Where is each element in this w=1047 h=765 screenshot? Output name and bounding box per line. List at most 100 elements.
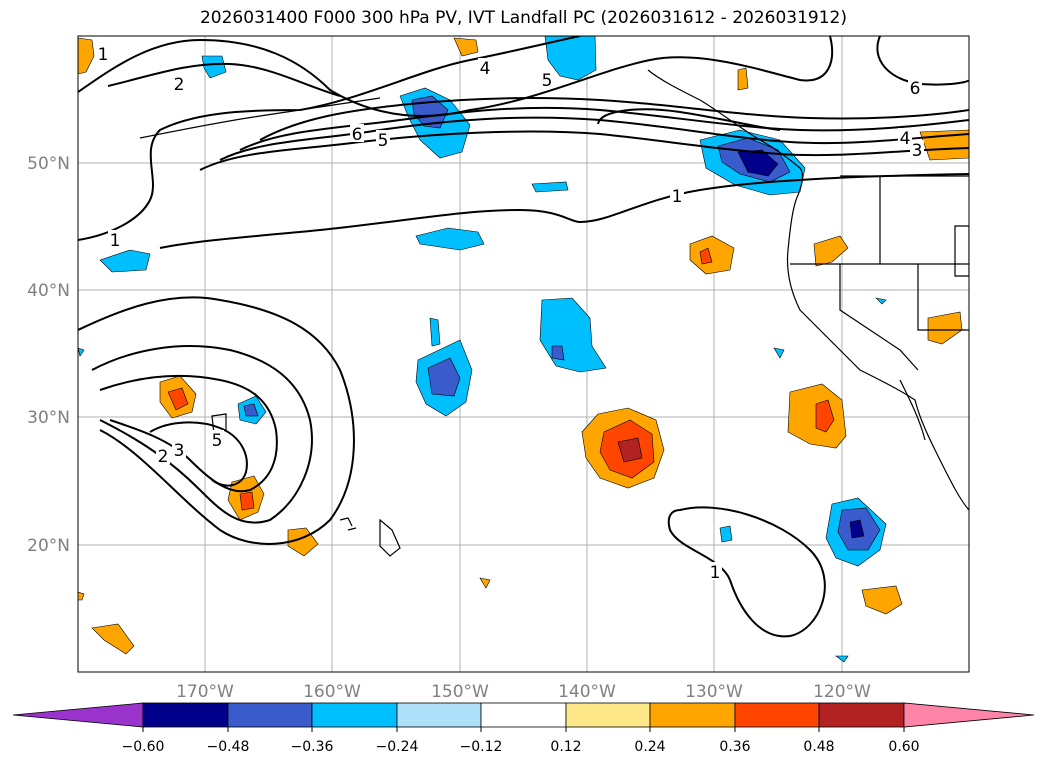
colorbar-swatch — [227, 702, 313, 728]
colorbar-swatch — [480, 702, 567, 728]
state-border — [839, 264, 919, 371]
latitude-labels: 20°N 30°N 40°N 50°N — [27, 154, 70, 556]
pv-anomaly-positive — [91, 623, 135, 655]
contour-label: 3 — [174, 441, 185, 461]
colorbar-swatch — [142, 702, 229, 728]
lake-outline — [954, 225, 969, 277]
state-border — [917, 264, 969, 331]
ivt-contour-inner — [597, 108, 781, 131]
pv-anomaly-negative — [875, 297, 887, 305]
ivt-contour-south-5 — [149, 421, 248, 487]
lon-label-170w: 170°W — [176, 682, 234, 702]
pv-anomaly-negative — [99, 249, 151, 273]
pv-anomaly-positive — [239, 491, 255, 511]
colorbar-swatch — [818, 702, 905, 728]
ivt-contour-1b — [159, 173, 969, 249]
pv-anomaly-positive — [699, 247, 713, 265]
colorbar-swatch — [396, 702, 482, 728]
colorbar-tick-label: 0.36 — [719, 739, 750, 755]
pv-anomaly-negative — [429, 317, 441, 347]
pv-anomaly-positive — [861, 585, 903, 615]
contour-label: 3 — [912, 141, 923, 161]
pv-anomaly-positive — [167, 387, 189, 411]
colorbar-swatch — [311, 702, 398, 728]
small-island — [347, 527, 357, 531]
ivt-contour-south-2 — [91, 345, 313, 524]
lat-label-30n: 30°N — [27, 408, 70, 428]
coastlines — [139, 69, 969, 557]
colorbar-tick-label: −0.60 — [122, 739, 165, 755]
colorbar-tick-label: −0.36 — [291, 739, 334, 755]
pv-anomaly-negative — [201, 55, 227, 79]
pv-anomaly-positive — [617, 437, 643, 463]
pv-anomaly-positive — [453, 37, 479, 57]
ivt-contour-south-1 — [78, 296, 355, 545]
colorbar-swatch — [734, 702, 820, 728]
ivt-contours — [78, 36, 969, 638]
lon-label-120w: 120°W — [813, 682, 871, 702]
colorbar-tick-labels: −0.60 −0.48 −0.36 −0.24 −0.12 0.12 0.24 … — [122, 739, 920, 755]
colorbar-tick-label: −0.24 — [376, 739, 419, 755]
contour-label: 4 — [480, 59, 491, 79]
lon-label-160w: 160°W — [303, 682, 361, 702]
lon-label-130w: 130°W — [685, 682, 743, 702]
pv-anomaly-negative — [427, 357, 461, 397]
contour-label: 5 — [542, 71, 553, 91]
hawaii-island — [379, 518, 401, 557]
colorbar-tick-label: 0.60 — [888, 739, 919, 755]
colorbar-tick-label: 0.12 — [550, 739, 581, 755]
contour-label: 1 — [98, 45, 109, 65]
colorbar-ticks — [142, 727, 905, 732]
colorbar-tick-label: −0.48 — [207, 739, 250, 755]
pv-anomaly-negative — [737, 149, 779, 177]
colorbar-swatch — [565, 702, 651, 728]
baja-coast — [899, 379, 926, 441]
ivt-contour-2 — [107, 62, 341, 97]
pv-anomaly-negative — [849, 519, 865, 539]
small-island — [211, 413, 227, 435]
colorbar-tick-label: 0.48 — [803, 739, 834, 755]
pv-anomaly-positive — [927, 311, 963, 345]
contour-label-group: 1 2 4 5 6 5 6 4 3 1 1 2 3 5 — [96, 44, 924, 583]
pv-anomaly-negative — [551, 345, 565, 361]
contour-label: 6 — [352, 125, 363, 145]
contour-label: 6 — [910, 79, 921, 99]
contour-label: 4 — [900, 129, 911, 149]
pv-anomaly-positive — [813, 235, 849, 267]
lat-label-40n: 40°N — [27, 281, 70, 301]
aleutian-islands — [139, 97, 381, 139]
lat-label-50n: 50°N — [27, 154, 70, 174]
colorbar — [12, 702, 1035, 728]
pv-anomaly-positive — [737, 67, 749, 91]
colorbar-tick-label: −0.12 — [460, 739, 503, 755]
pv-anomaly-negative — [415, 227, 485, 251]
lon-label-150w: 150°W — [431, 682, 489, 702]
pv-anomaly-negative — [531, 181, 569, 193]
pv-anomaly-negative — [78, 347, 85, 357]
pv-anomaly-negative — [719, 525, 733, 543]
pv-anomaly-positive — [689, 235, 735, 275]
hawaii-islands-small — [339, 517, 353, 527]
colorbar-extend-max — [903, 702, 1035, 728]
contour-label: 5 — [378, 131, 389, 151]
north-america-coast — [647, 69, 969, 511]
contour-label: 2 — [174, 75, 185, 95]
ivt-contour-1 — [78, 36, 834, 117]
contour-label: 1 — [672, 187, 683, 207]
ivt-contour-6 — [259, 96, 969, 141]
colorbar-extend-min — [12, 702, 144, 728]
colorbar-swatch — [649, 702, 736, 728]
pv-anomaly-positive — [78, 591, 85, 601]
lon-label-140w: 140°W — [558, 682, 616, 702]
longitude-labels: 170°W 160°W 150°W 140°W 130°W 120°W — [176, 682, 871, 702]
contour-label: 5 — [212, 431, 223, 451]
pv-anomaly-positive — [479, 577, 491, 589]
pv-anomaly-negative — [544, 36, 597, 81]
map-frame — [77, 35, 970, 673]
contour-label: 2 — [158, 447, 169, 467]
colorbar-tick-label: 0.24 — [634, 739, 665, 755]
pv-anomaly-negative — [835, 655, 849, 663]
contour-label: 1 — [710, 563, 721, 583]
contour-label: 1 — [110, 231, 121, 251]
